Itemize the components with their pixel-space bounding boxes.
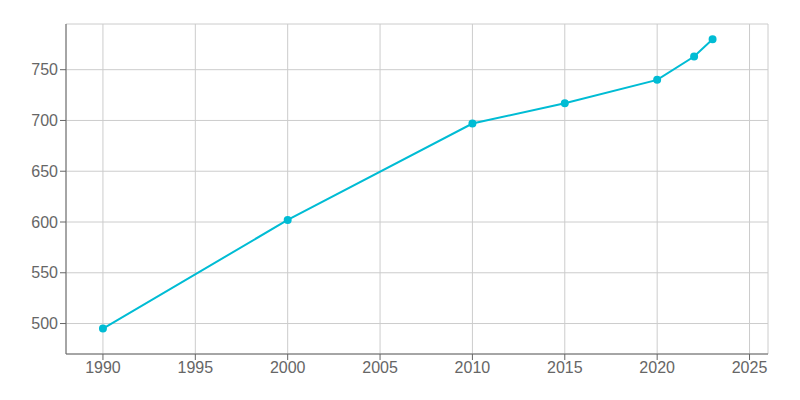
svg-text:650: 650 xyxy=(31,163,58,180)
svg-text:550: 550 xyxy=(31,264,58,281)
svg-text:750: 750 xyxy=(31,61,58,78)
svg-text:1990: 1990 xyxy=(85,359,121,376)
svg-text:700: 700 xyxy=(31,112,58,129)
svg-text:2000: 2000 xyxy=(270,359,306,376)
svg-text:2020: 2020 xyxy=(639,359,675,376)
svg-text:500: 500 xyxy=(31,315,58,332)
svg-text:2025: 2025 xyxy=(732,359,768,376)
svg-text:1995: 1995 xyxy=(178,359,214,376)
svg-text:2015: 2015 xyxy=(547,359,583,376)
svg-text:2005: 2005 xyxy=(362,359,398,376)
svg-text:600: 600 xyxy=(31,214,58,231)
svg-text:2010: 2010 xyxy=(455,359,491,376)
